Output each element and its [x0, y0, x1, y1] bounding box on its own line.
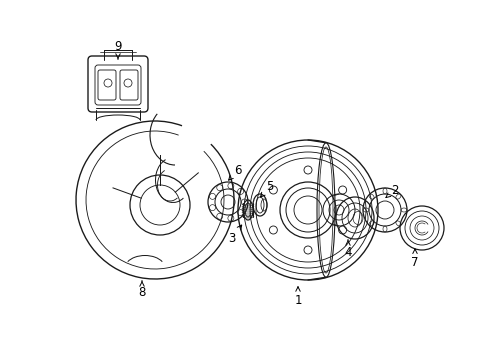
- Text: 3: 3: [228, 225, 241, 244]
- Text: 4: 4: [344, 240, 351, 258]
- Text: 2: 2: [385, 184, 398, 198]
- Text: 8: 8: [138, 281, 145, 300]
- Text: 5: 5: [260, 180, 273, 197]
- Text: 1: 1: [294, 287, 301, 306]
- Text: 7: 7: [410, 249, 418, 269]
- Text: 9: 9: [114, 40, 122, 59]
- Text: 6: 6: [228, 163, 241, 180]
